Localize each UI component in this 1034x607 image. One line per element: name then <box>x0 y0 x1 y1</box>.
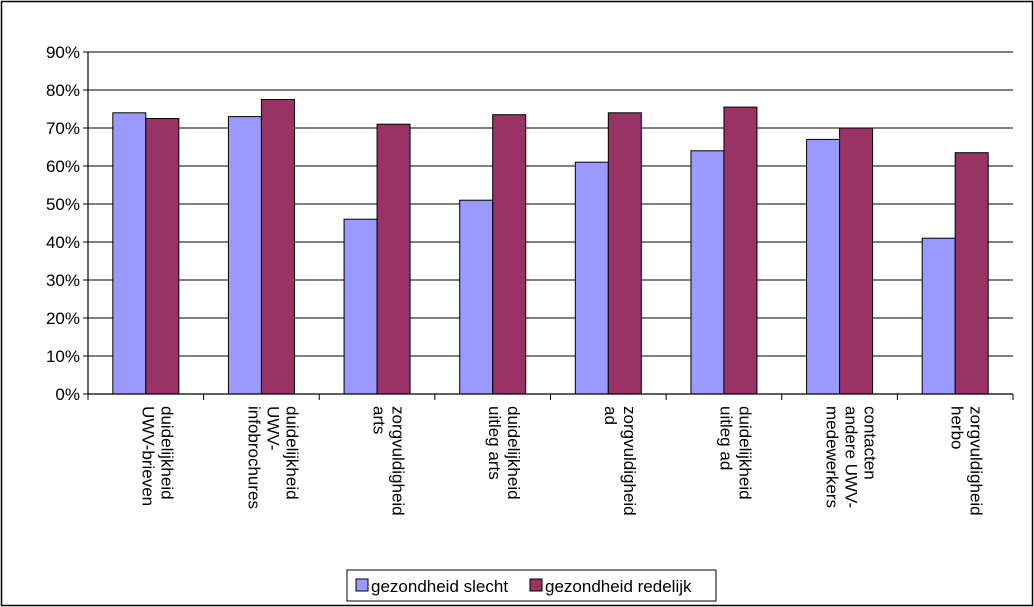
legend: gezondheid slecht gezondheid redelijk <box>346 569 717 602</box>
x-category-label-2-1: arts <box>370 406 389 434</box>
y-tick-label-7: 70% <box>46 119 80 138</box>
legend-swatch-gezondheid-redelijk <box>529 578 543 592</box>
bar-redelijk-1 <box>260 99 295 395</box>
bar-slecht-5 <box>690 150 725 395</box>
y-tick-label-4: 40% <box>46 233 80 252</box>
x-category-label-4-1: ad <box>601 406 620 425</box>
y-tick-label-1: 10% <box>46 347 80 366</box>
x-category-label-1-1: UWV- <box>263 406 282 450</box>
x-category-label-0-0: duidelijkheid <box>157 406 176 500</box>
x-category-label-3-0: duidelijkheid <box>504 406 523 500</box>
x-category-label-7-1: herbo <box>948 406 967 449</box>
bar-slecht-6 <box>806 138 841 395</box>
x-category-label-7-0: zorgvuldigheid <box>967 406 986 516</box>
bar-redelijk-2 <box>376 123 411 395</box>
bar-slecht-4 <box>574 161 609 395</box>
y-tick-label-0: 0% <box>55 385 80 404</box>
x-category-label-1-0: duidelijkheid <box>282 406 301 500</box>
bar-redelijk-7 <box>954 152 989 395</box>
y-tick-label-2: 20% <box>46 309 80 328</box>
axes <box>87 52 1014 400</box>
bar-slecht-0 <box>112 112 147 395</box>
x-category-label-1-2: infobrochures <box>244 406 263 509</box>
bar-redelijk-5 <box>723 106 758 395</box>
x-category-label-6-2: medewerkers <box>823 406 842 508</box>
bar-slecht-3 <box>459 199 494 395</box>
y-tick-label-8: 80% <box>46 81 80 100</box>
bar-slecht-1 <box>227 116 262 395</box>
x-category-label-6-0: contacten <box>861 406 880 480</box>
bars <box>112 99 989 395</box>
bar-redelijk-3 <box>492 114 527 395</box>
bar-slecht-7 <box>921 237 956 395</box>
legend-label-gezondheid-slecht: gezondheid slecht <box>371 577 508 596</box>
bar-redelijk-6 <box>839 127 874 395</box>
legend-swatch-gezondheid-slecht <box>355 578 369 592</box>
y-tick-label-9: 90% <box>46 43 80 62</box>
x-category-label-5-1: uitleg ad <box>716 406 735 470</box>
x-category-label-6-1: andere UWV- <box>842 406 861 508</box>
x-category-label-3-1: uitleg arts <box>485 406 504 480</box>
bar-redelijk-4 <box>607 112 642 395</box>
y-tick-labels: 0% 10% 20% 30% 40% 50% 60% 70% 80% 90% <box>46 43 80 404</box>
x-category-label-4-0: zorgvuldigheid <box>620 406 639 516</box>
y-tick-label-5: 50% <box>46 195 80 214</box>
y-tick-label-6: 60% <box>46 157 80 176</box>
y-tick-label-3: 30% <box>46 271 80 290</box>
x-category-label-2-0: zorgvuldigheid <box>389 406 408 516</box>
x-category-label-0-1: UWV-brieven <box>138 406 157 506</box>
bar-slecht-2 <box>343 218 378 395</box>
legend-label-gezondheid-redelijk: gezondheid redelijk <box>545 577 692 596</box>
bar-redelijk-0 <box>145 118 180 395</box>
x-category-label-5-0: duidelijkheid <box>735 406 754 500</box>
